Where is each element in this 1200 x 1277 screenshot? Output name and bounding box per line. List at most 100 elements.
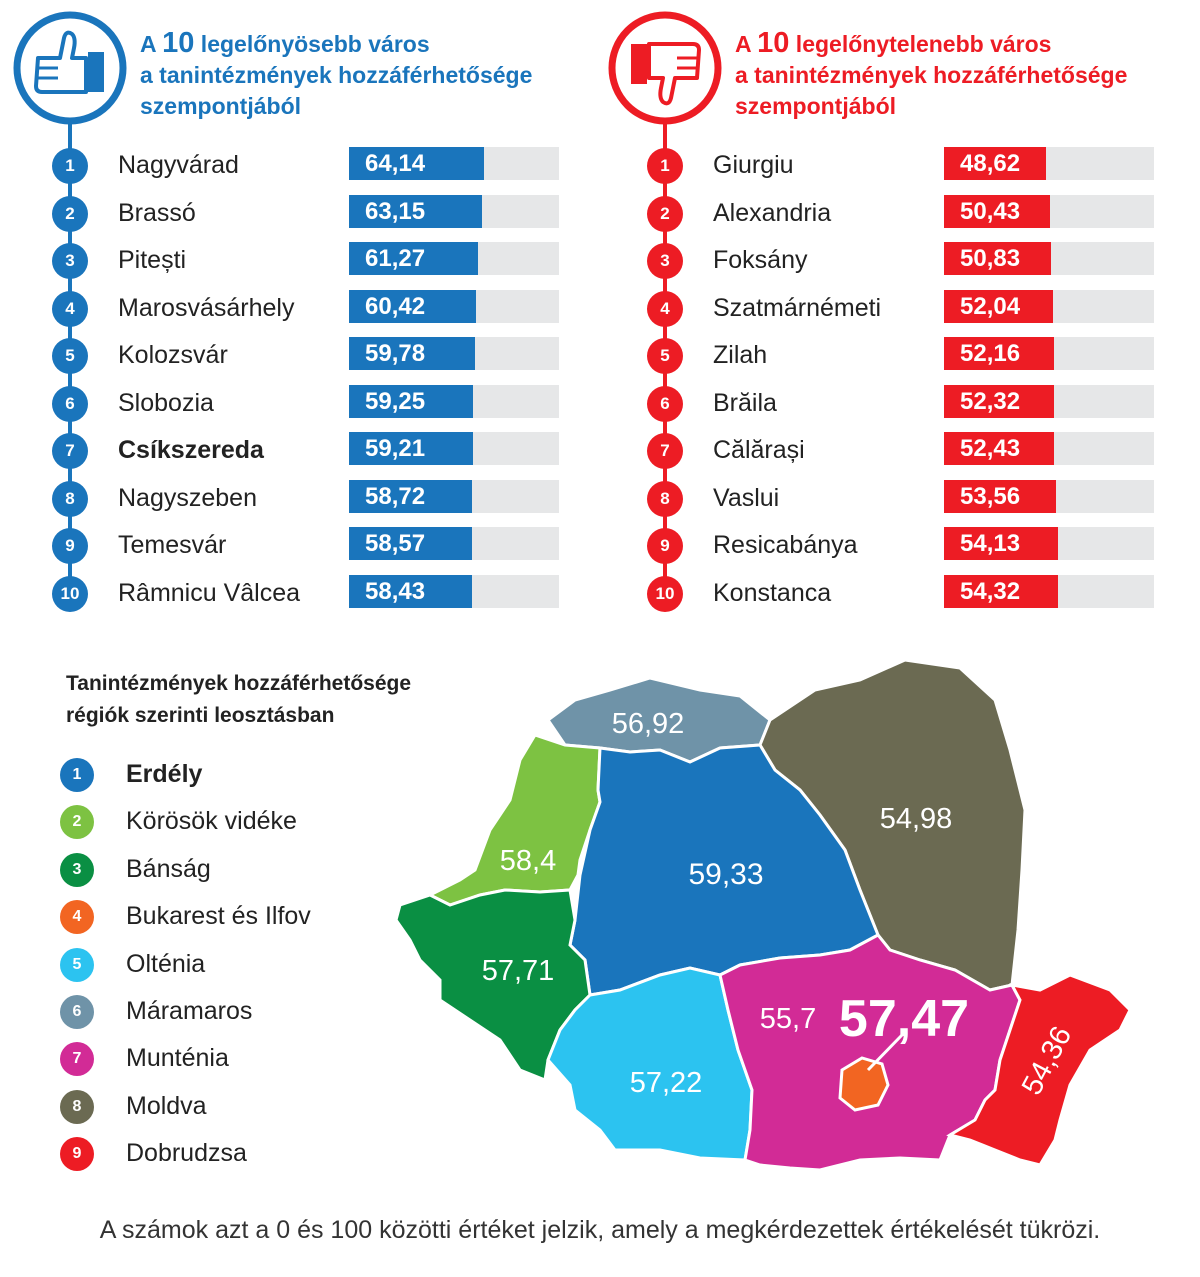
- bar: 63,15: [349, 194, 482, 228]
- rank-row: 10 Konstanca 54,32: [647, 570, 1167, 618]
- rank-number: 10: [647, 575, 683, 612]
- region-value-muntenia: 55,7: [760, 1003, 816, 1035]
- rank-number: 6: [647, 385, 683, 422]
- legend-number: 7: [60, 1042, 94, 1077]
- region-value-maramaros: 56,92: [612, 708, 685, 740]
- rank-number: 1: [647, 148, 683, 184]
- bar: 59,25: [349, 384, 473, 418]
- rank-number: 8: [52, 480, 88, 517]
- region-value-moldva: 54,98: [880, 803, 953, 835]
- bar-track: 52,43: [944, 432, 1154, 465]
- rank-row: 5 Kolozsvár 59,78: [52, 332, 572, 380]
- rank-row: 5 Zilah 52,16: [647, 332, 1167, 380]
- city-name: Foksány: [713, 246, 808, 274]
- legend-number: 6: [60, 994, 94, 1029]
- rank-row: 4 Marosvásárhely 60,42: [52, 285, 572, 333]
- city-name: Vaslui: [713, 483, 780, 512]
- city-name: Marosvásárhely: [118, 293, 295, 322]
- city-name: Giurgiu: [713, 151, 794, 179]
- rank-row: 7 Călărași 52,43: [647, 427, 1167, 475]
- romania-region-map: 56,92 54,98 58,4 59,33 57,71 57,22 55,7 …: [394, 658, 1132, 1172]
- rank-number: 9: [647, 528, 683, 564]
- best-title-line2: a tanintézmények hozzáférhetősége: [140, 62, 533, 88]
- city-name: Konstanca: [713, 578, 832, 607]
- region-value-bukarest-ilfov: 57,47: [839, 990, 969, 1048]
- region-value-erdely: 59,33: [688, 858, 763, 891]
- bar: 60,42: [349, 289, 476, 323]
- legend-label: Erdély: [126, 760, 203, 788]
- bar-track: 59,21: [349, 432, 559, 465]
- worst-title-number: 10: [757, 27, 790, 59]
- best-cities-title: A 10 legelőnyösebb város a tanintézménye…: [140, 28, 532, 122]
- legend-label: Munténia: [126, 1044, 229, 1073]
- worst-title-line2: a tanintézmények hozzáférhetősége: [735, 62, 1128, 88]
- thumbs-down-icon: [608, 11, 722, 125]
- region-dobrudzsa: [946, 973, 1132, 1167]
- bar-track: 53,56: [944, 479, 1154, 513]
- bar-track: 54,32: [944, 574, 1154, 608]
- rank-row: 2 Alexandria 50,43: [647, 190, 1167, 238]
- bar: 54,32: [944, 574, 1058, 608]
- header-decorations: [13, 11, 722, 595]
- rank-row: 2 Brassó 63,15: [52, 190, 572, 238]
- bar-track: 58,72: [349, 479, 559, 513]
- bar: 50,83: [944, 242, 1051, 275]
- city-name: Râmnicu Vâlcea: [118, 578, 301, 607]
- rank-number: 2: [647, 195, 683, 232]
- legend-label: Dobrudzsa: [126, 1139, 247, 1168]
- footer-note: A számok azt a 0 és 100 közötti értéket …: [99, 1216, 1101, 1244]
- city-name: Brăila: [713, 388, 777, 417]
- rank-number: 4: [647, 290, 683, 327]
- worst-title-line3: szempontjából: [735, 93, 897, 119]
- rank-row: 8 Vaslui 53,56: [647, 475, 1167, 523]
- bar: 52,16: [944, 337, 1054, 370]
- rank-row: 4 Szatmárnémeti 52,04: [647, 285, 1167, 333]
- bar: 58,57: [349, 527, 472, 560]
- bukarest-pointer-line: [866, 1033, 904, 1072]
- rank-row: 9 Resicabánya 54,13: [647, 522, 1167, 570]
- rank-number: 5: [52, 338, 88, 374]
- rank-number: 1: [52, 148, 88, 184]
- legend-label: Bánság: [126, 854, 211, 883]
- legend-number: 9: [60, 1137, 94, 1172]
- legend-label: Moldva: [126, 1091, 207, 1120]
- bar: 58,43: [349, 574, 472, 608]
- rank-number: 6: [52, 385, 88, 422]
- bar: 53,56: [944, 479, 1056, 513]
- bar-track: 61,27: [349, 242, 559, 275]
- rank-number: 7: [52, 433, 88, 469]
- rank-number: 3: [52, 243, 88, 279]
- bar-track: 48,62: [944, 147, 1154, 180]
- bar: 48,62: [944, 147, 1046, 180]
- bar: 61,27: [349, 242, 478, 275]
- bar: 52,43: [944, 432, 1054, 465]
- thumbs-up-icon: [13, 11, 127, 125]
- bar: 54,13: [944, 527, 1058, 560]
- bar-track: 52,16: [944, 337, 1154, 370]
- legend-number: 2: [60, 805, 94, 840]
- city-name: Szatmárnémeti: [713, 293, 882, 322]
- rank-number: 5: [647, 338, 683, 374]
- rank-number: 10: [52, 575, 88, 612]
- bar-track: 50,83: [944, 242, 1154, 275]
- regions-title-line1: Tanintézmények hozzáférhetősége: [66, 672, 412, 695]
- bar-track: 64,14: [349, 147, 559, 180]
- regions-title: Tanintézmények hozzáférhetősége régiók s…: [66, 668, 411, 732]
- rank-row: 9 Temesvár 58,57: [52, 522, 572, 570]
- rank-row: 6 Brăila 52,32: [647, 380, 1167, 428]
- legend-label: Olténia: [126, 949, 206, 978]
- legend-number: 1: [60, 758, 94, 792]
- bar: 52,32: [944, 384, 1054, 418]
- bar-track: 52,04: [944, 289, 1154, 323]
- rank-number: 3: [647, 243, 683, 279]
- bar-track: 59,78: [349, 337, 559, 370]
- worst-title-suffix: legelőnytelenebb város: [789, 31, 1052, 57]
- region-oltenia: [546, 966, 754, 1162]
- city-name: Slobozia: [118, 388, 214, 417]
- bar: 52,04: [944, 289, 1053, 323]
- legend-label: Máramaros: [126, 996, 253, 1025]
- region-value-oltenia: 57,22: [630, 1067, 703, 1099]
- rank-number: 7: [647, 433, 683, 469]
- rank-row: 10 Râmnicu Vâlcea 58,43: [52, 570, 572, 618]
- rank-row: 1 Nagyvárad 64,14: [52, 142, 572, 190]
